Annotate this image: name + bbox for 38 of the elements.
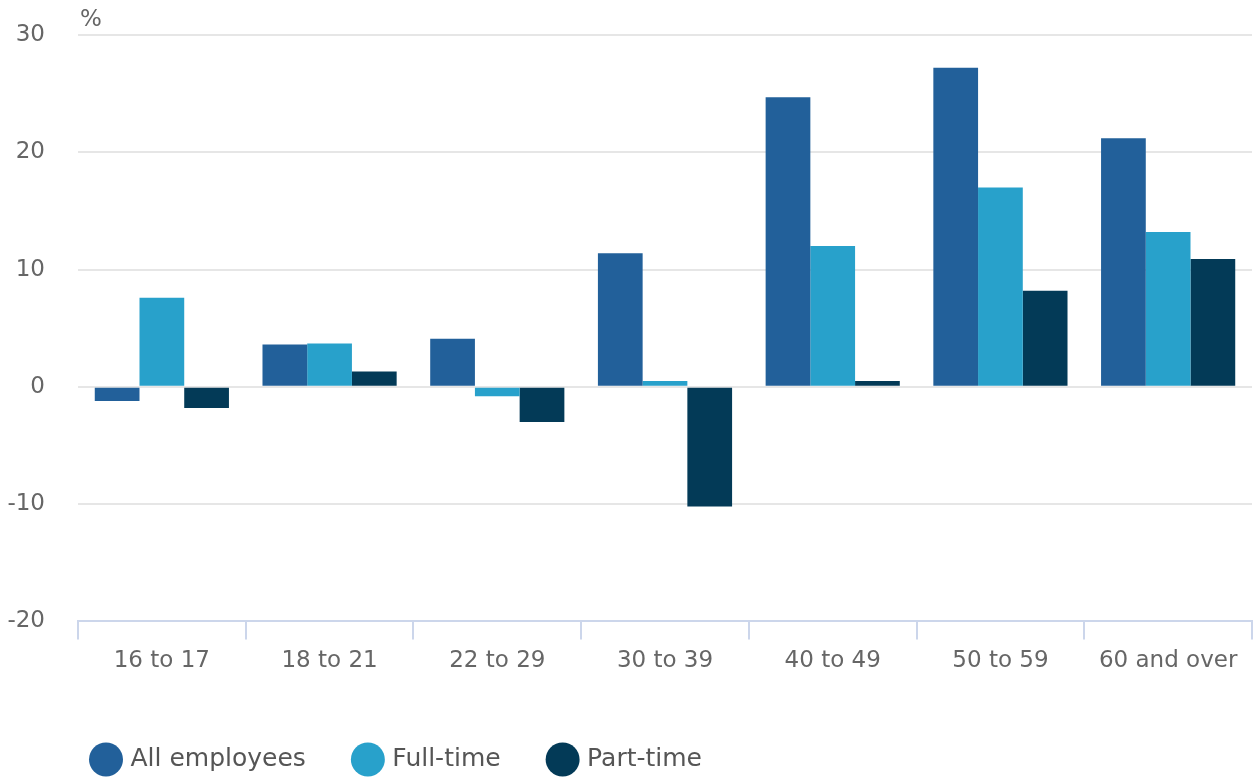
bar xyxy=(307,343,352,386)
legend-label: Part-time xyxy=(587,743,702,772)
bar xyxy=(642,380,688,386)
x-tick-label: 22 to 29 xyxy=(449,646,546,673)
bar xyxy=(810,246,856,386)
x-tick-label: 16 to 17 xyxy=(113,646,210,673)
bar xyxy=(1190,259,1236,386)
bar xyxy=(474,387,520,397)
bar xyxy=(765,97,811,386)
y-tick-label: 20 xyxy=(15,137,45,164)
bar xyxy=(519,387,565,423)
x-tick-label: 60 and over xyxy=(1098,646,1238,673)
bar xyxy=(351,371,397,386)
x-tick-label: 18 to 21 xyxy=(281,646,378,673)
y-tick-label: 10 xyxy=(15,254,45,281)
y-tick-label: -10 xyxy=(7,489,45,516)
bar xyxy=(978,187,1023,386)
bar xyxy=(262,344,308,386)
bar xyxy=(1101,138,1146,386)
bar xyxy=(139,297,185,386)
bar xyxy=(94,387,140,401)
bar xyxy=(1022,290,1068,386)
bar xyxy=(855,380,900,386)
y-axis-title: % xyxy=(80,4,102,31)
bar xyxy=(597,253,643,386)
bar xyxy=(687,387,733,507)
bar xyxy=(430,338,475,386)
y-tick-label: -20 xyxy=(7,606,45,633)
y-tick-label: 30 xyxy=(15,19,45,46)
bar xyxy=(1145,232,1191,386)
bar xyxy=(184,387,229,408)
bar xyxy=(933,67,979,386)
x-tick-label: 30 to 39 xyxy=(616,646,714,673)
y-tick-label: 0 xyxy=(30,371,45,398)
legend-label: Full-time xyxy=(392,743,501,772)
x-tick-label: 40 to 49 xyxy=(784,646,881,673)
legend-label: All employees xyxy=(130,743,306,772)
x-tick-label: 50 to 59 xyxy=(952,646,1049,673)
